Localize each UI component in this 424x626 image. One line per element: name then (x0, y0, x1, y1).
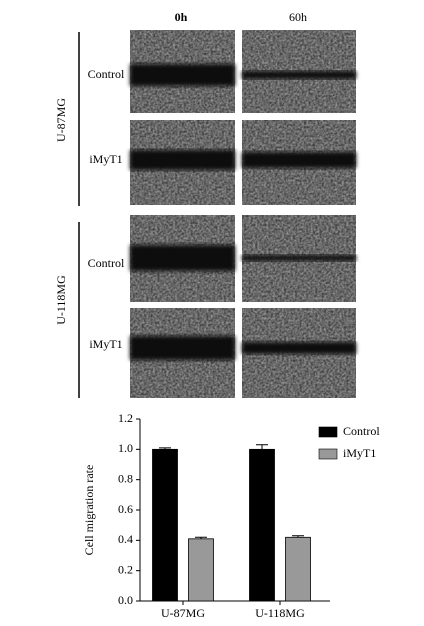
y-tick-label: 0.8 (118, 471, 133, 485)
wound-gap (130, 150, 235, 170)
wound-gap (130, 336, 235, 360)
x-tick-label: U-87MG (161, 606, 205, 620)
error-bar (195, 536, 207, 539)
column-header: 0h (175, 10, 188, 24)
y-tick-label: 0.0 (118, 593, 133, 607)
y-tick-label: 1.0 (118, 441, 133, 455)
legend-swatch (318, 426, 338, 438)
row-label: Control (88, 67, 125, 81)
legend-label: iMyT1 (343, 446, 376, 460)
image-panels: 0h 60h U-87MG U-118MG Control iMyT1 Cont… (54, 10, 307, 398)
wound-gap (130, 245, 235, 271)
y-tick-label: 0.4 (118, 532, 133, 546)
wound-gap (242, 152, 356, 168)
y-tick-label: 1.2 (118, 411, 133, 425)
error-bar (159, 447, 171, 450)
error-bar (256, 444, 268, 450)
bar (188, 538, 214, 602)
row-label: Control (88, 256, 125, 270)
column-header: 60h (289, 10, 307, 24)
wound-gap (130, 64, 235, 86)
error-bar (292, 535, 304, 538)
x-tick-label: U-118MG (255, 606, 305, 620)
bar (249, 448, 275, 602)
group-label: U-118MG (54, 275, 68, 325)
group-label: U-87MG (54, 98, 68, 142)
wound-gap (242, 342, 356, 354)
legend-label: Control (343, 424, 380, 438)
y-tick-label: 0.6 (118, 502, 133, 516)
bar (152, 448, 178, 602)
row-label: iMyT1 (89, 152, 122, 166)
wound-gap (242, 255, 356, 261)
y-axis-label: Cell migration rate (82, 465, 96, 556)
y-tick-label: 0.2 (118, 562, 133, 576)
bar (285, 536, 311, 602)
wound-gap (242, 71, 356, 79)
legend-swatch (318, 448, 338, 460)
row-label: iMyT1 (89, 337, 122, 351)
